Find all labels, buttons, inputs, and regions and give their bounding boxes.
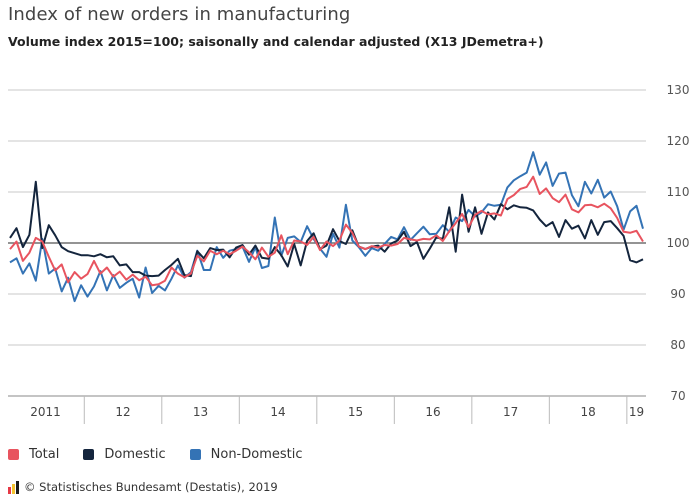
y-tick-label-120: 120 — [667, 134, 690, 148]
x-tick-label-15: 15 — [348, 405, 363, 419]
x-axis: 2011 12 13 14 15 16 17 18 19 — [30, 396, 644, 424]
y-tick-label-70: 70 — [670, 389, 685, 403]
legend-label-total: Total — [29, 447, 60, 462]
x-tick-label-13: 13 — [193, 405, 208, 419]
logo-bar-black — [16, 480, 19, 494]
series-line-domestic — [9, 180, 644, 278]
x-tick-label-14: 14 — [270, 405, 285, 419]
legend-swatch-domestic — [83, 449, 95, 460]
destatis-logo-icon — [8, 480, 20, 494]
legend-label-domestic: Domestic — [104, 447, 166, 462]
legend-item-non-domestic[interactable]: Non-Domestic — [189, 447, 303, 462]
y-tick-label-80: 80 — [670, 338, 685, 352]
legend-swatch-non-domestic — [189, 449, 201, 460]
series-line-non-domestic — [9, 151, 644, 303]
logo-bar-red — [8, 486, 11, 494]
legend-label-non-domestic: Non-Domestic — [210, 447, 303, 462]
y-tick-label-130: 130 — [667, 83, 690, 97]
source-text: © Statistisches Bundesamt (Destatis), 20… — [24, 480, 278, 494]
y-tick-label-110: 110 — [667, 185, 690, 199]
x-tick-label-2011: 2011 — [30, 405, 61, 419]
legend: Total Domestic Non-Domestic — [8, 447, 327, 462]
x-tick-label-16: 16 — [425, 405, 440, 419]
x-tick-label-17: 17 — [503, 405, 518, 419]
x-tick-label-12: 12 — [115, 405, 130, 419]
source-note: © Statistisches Bundesamt (Destatis), 20… — [8, 480, 278, 494]
logo-bar-yellow — [12, 483, 15, 494]
y-tick-label-90: 90 — [670, 287, 685, 301]
grid: 70 80 90 100 110 120 130 — [8, 83, 689, 403]
series-lines — [9, 151, 644, 303]
x-tick-label-19: 19 — [629, 405, 644, 419]
y-tick-label-100: 100 — [667, 236, 690, 250]
x-tick-label-18: 18 — [580, 405, 595, 419]
legend-swatch-total — [8, 449, 19, 460]
chart-title: Index of new orders in manufacturing — [8, 4, 351, 25]
legend-item-domestic[interactable]: Domestic — [83, 447, 166, 462]
series-line-total — [9, 175, 644, 287]
legend-item-total[interactable]: Total — [8, 447, 59, 462]
chart-subtitle: Volume index 2015=100; saisonally and ca… — [8, 34, 544, 49]
